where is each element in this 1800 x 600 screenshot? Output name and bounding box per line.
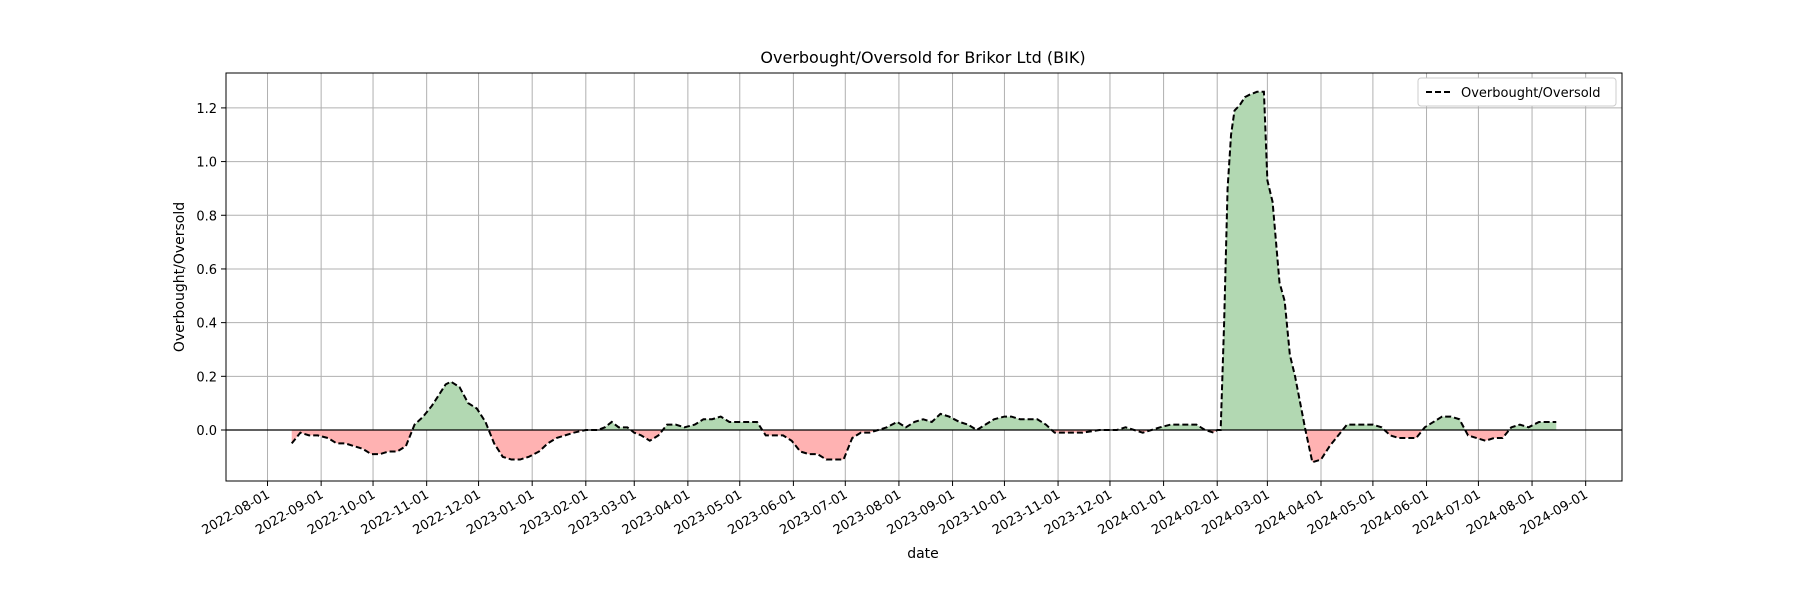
oversold-area [488,430,586,460]
y-axis: 0.0 0.2 0.4 0.6 0.8 1.0 1.2 [196,102,226,439]
plot-frame [225,72,1623,482]
overbought-area [1217,91,1306,430]
series-line-overbought-oversold [290,90,1557,464]
legend-label: Overbought/Oversold [1461,86,1601,101]
overbought-area [1342,424,1385,430]
oversold-area [762,430,879,460]
overbought-area [878,413,1052,430]
y-tick-label: 0.8 [196,209,217,224]
y-tick-label: 1.2 [196,102,217,117]
chart-title: Overbought/Oversold for Brikor Ltd (BIK) [760,48,1085,67]
y-axis-label: Overbought/Oversold [172,202,188,352]
area-fills [291,91,1557,463]
y-tick-label: 0.6 [196,263,217,278]
overbought-area [1151,424,1206,430]
oversold-area [630,430,663,441]
legend: Overbought/Oversold [1417,77,1617,107]
overbought-area [1422,416,1466,430]
y-tick-label: 1.0 [196,156,217,171]
overbought-area [412,381,489,430]
legend-box [1417,77,1617,107]
x-axis-label: date [907,546,939,562]
y-tick-label: 0.4 [196,317,217,332]
oversold-area [1305,430,1343,463]
oversold-area [291,430,413,455]
y-tick-label: 0.2 [196,370,217,385]
y-tick-label: 0.0 [196,424,217,439]
